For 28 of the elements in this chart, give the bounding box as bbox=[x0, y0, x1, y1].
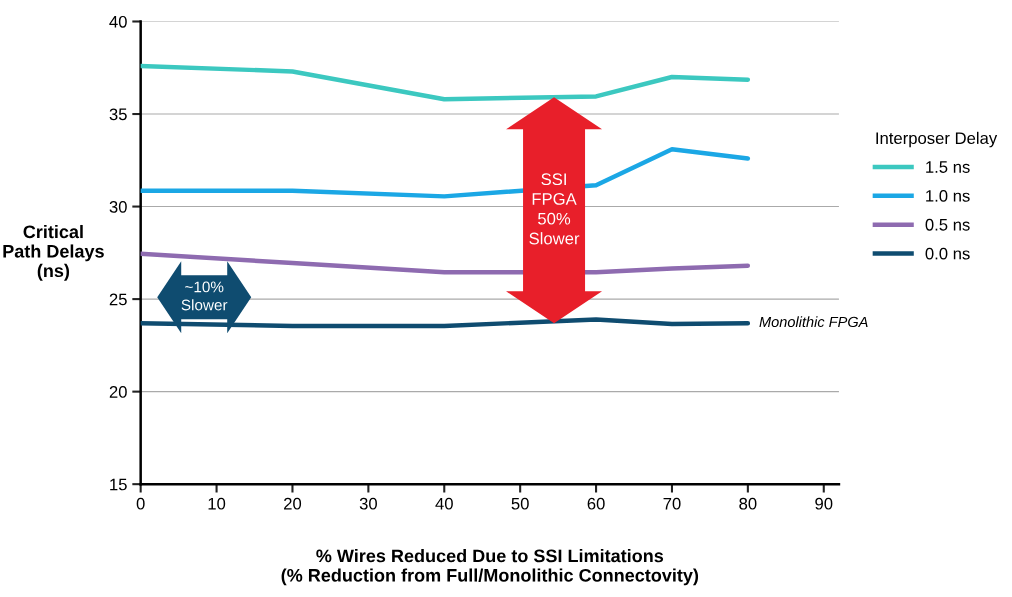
x-tick-label: 60 bbox=[587, 497, 605, 510]
legend-label: 0.0 ns bbox=[925, 247, 970, 260]
annotation: Monolithic FPGA bbox=[759, 316, 868, 328]
line-series bbox=[140, 251, 751, 275]
x-tick-label: 0 bbox=[136, 497, 145, 510]
legend-label: 1.5 ns bbox=[926, 161, 970, 173]
x-tick-label: 80 bbox=[739, 497, 757, 510]
legend-label: 0.5 ns bbox=[925, 218, 970, 231]
x-tick-label: 40 bbox=[435, 497, 453, 510]
x-tick-label: 70 bbox=[663, 497, 681, 510]
x-tick-label: 20 bbox=[284, 497, 302, 510]
annotation: ~10% Slower bbox=[181, 281, 228, 311]
y-tick-label: 15 bbox=[110, 478, 127, 491]
legend-title: Interposer Delay bbox=[876, 131, 998, 148]
y-tick-label: 30 bbox=[109, 200, 127, 213]
x-tick-label: 10 bbox=[208, 497, 226, 510]
y-axis-title: Critical Path Delays (ns) bbox=[3, 224, 104, 281]
y-tick-label: 35 bbox=[109, 108, 127, 121]
x-tick-label: 30 bbox=[359, 497, 377, 510]
line-series bbox=[140, 63, 751, 102]
y-tick-label: 25 bbox=[109, 293, 127, 306]
x-tick-label: 50 bbox=[511, 497, 529, 510]
annotation: SSI FPGA 50% Slower bbox=[529, 173, 580, 245]
legend-label: 1.0 ns bbox=[926, 189, 970, 202]
x-tick-label: 90 bbox=[815, 497, 833, 510]
y-tick-label: 40 bbox=[109, 15, 127, 28]
x-axis-title: % Wires Reduced Due to SSI Limitations (% Reduction from Full/Monolithic Connectovity) bbox=[281, 549, 699, 586]
y-tick-label: 20 bbox=[109, 386, 127, 398]
